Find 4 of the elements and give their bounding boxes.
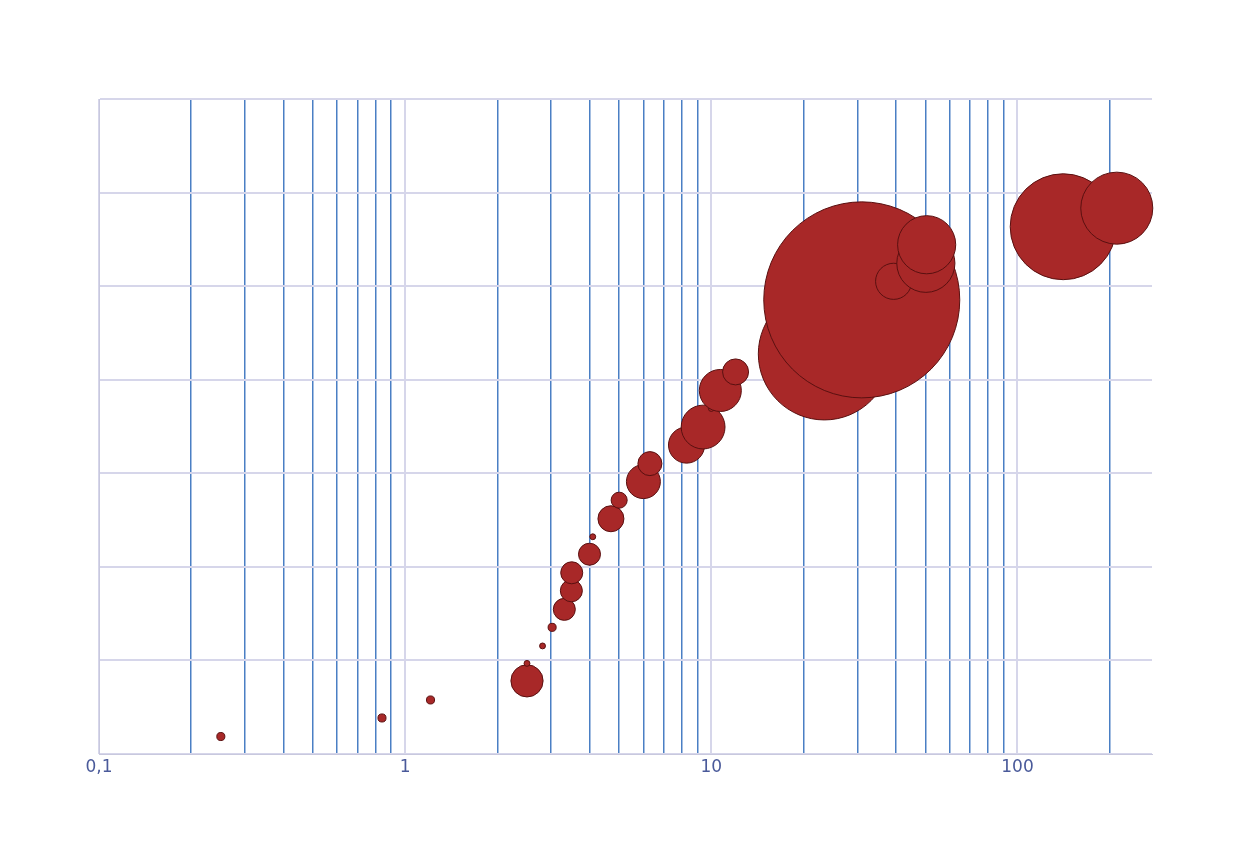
- x-tick-label: 100: [1001, 755, 1034, 776]
- x-tick-label: 0,1: [85, 755, 113, 776]
- x-tick-label: 10: [700, 755, 723, 776]
- x-tick-label: 1: [399, 755, 411, 776]
